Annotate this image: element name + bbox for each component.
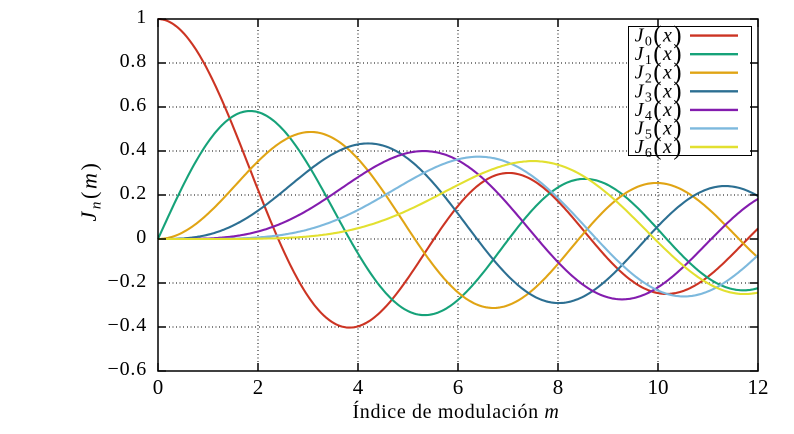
svg-text:6: 6 (453, 375, 464, 399)
svg-text:1: 1 (136, 6, 147, 28)
svg-text:0.6: 0.6 (120, 94, 147, 116)
svg-text:0.2: 0.2 (120, 182, 147, 204)
svg-text:J2(x): J2(x) (635, 59, 683, 87)
svg-text:0.4: 0.4 (120, 138, 147, 160)
svg-text:0.8: 0.8 (120, 50, 147, 72)
svg-text:10: 10 (648, 375, 669, 399)
svg-text:J0(x): J0(x) (635, 22, 683, 50)
svg-text:J3(x): J3(x) (635, 78, 683, 106)
svg-text:8: 8 (553, 375, 564, 399)
svg-text:J1(x): J1(x) (635, 41, 683, 68)
svg-text:4: 4 (353, 375, 364, 399)
svg-text:0: 0 (153, 375, 164, 399)
svg-text:−0.4: −0.4 (108, 314, 147, 336)
svg-text:J6(x): J6(x) (635, 134, 683, 162)
svg-text:Jn(m): Jn(m) (76, 161, 105, 222)
svg-text:12: 12 (748, 375, 769, 399)
svg-text:−0.2: −0.2 (108, 270, 147, 292)
svg-text:2: 2 (253, 375, 264, 399)
svg-text:J5(x): J5(x) (635, 115, 683, 143)
svg-text:J4(x): J4(x) (635, 96, 683, 124)
svg-text:0: 0 (136, 226, 147, 248)
svg-text:−0.6: −0.6 (108, 358, 147, 380)
svg-text:Índice de modulación m: Índice de modulación m (352, 400, 559, 423)
